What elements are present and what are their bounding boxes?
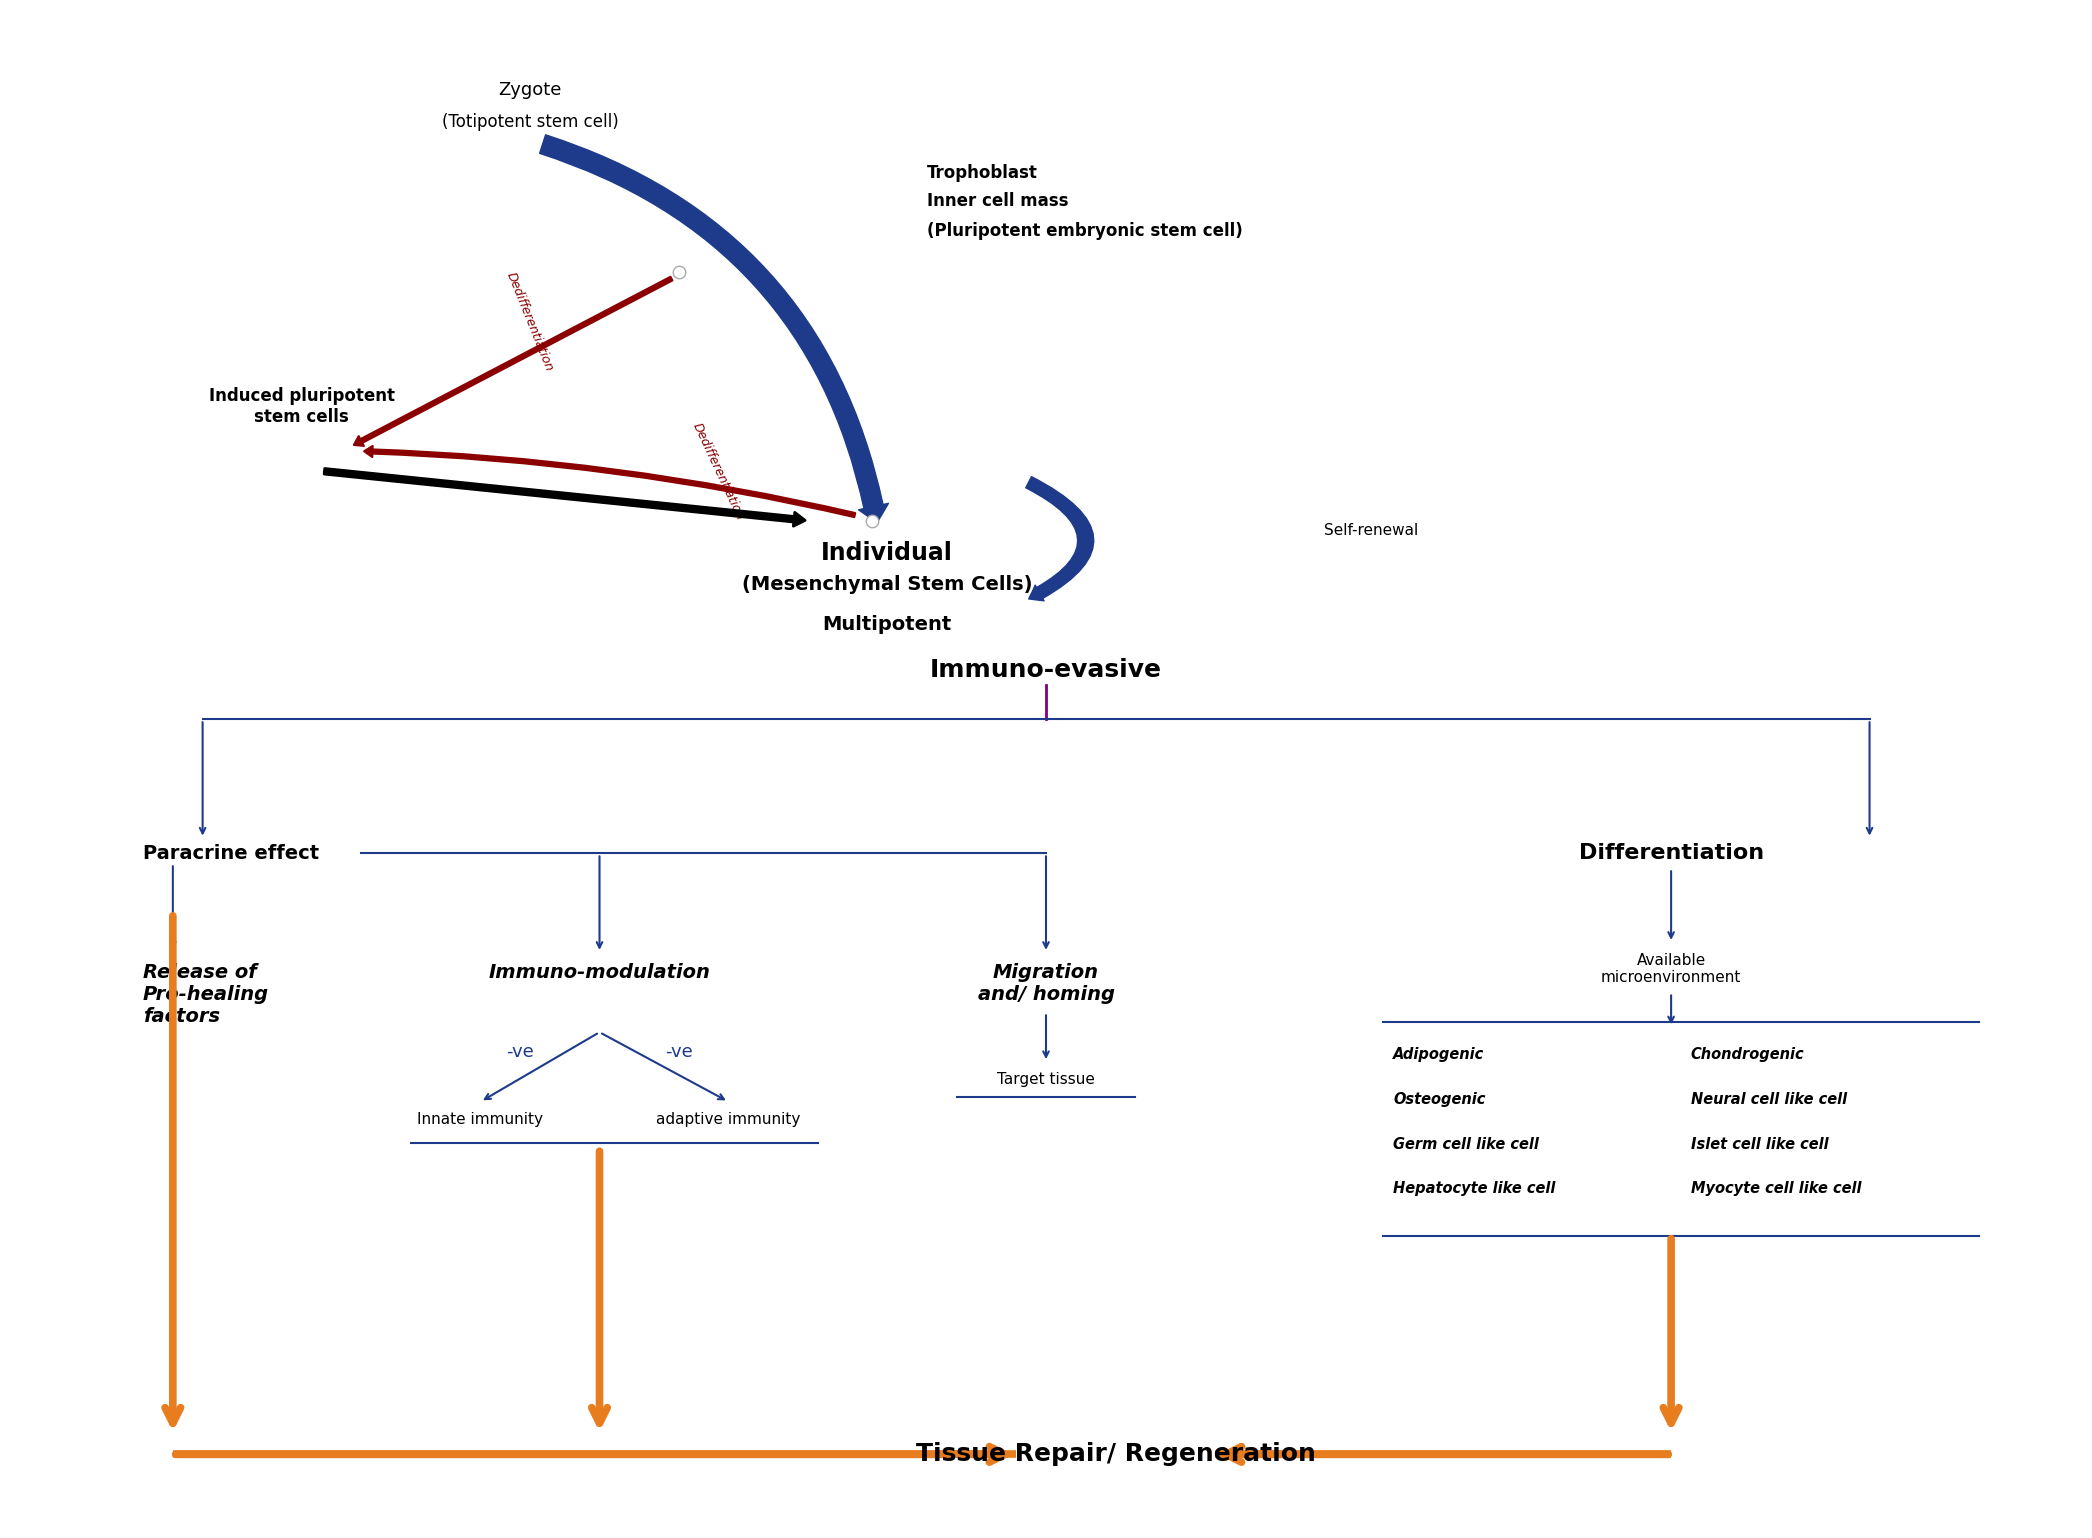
Text: Chondrogenic: Chondrogenic (1690, 1047, 1805, 1063)
Text: Innate immunity: Innate immunity (418, 1112, 544, 1127)
Text: Hepatocyte like cell: Hepatocyte like cell (1393, 1181, 1556, 1197)
Text: (Pluripotent embryonic stem cell): (Pluripotent embryonic stem cell) (927, 221, 1243, 240)
Text: (Totipotent stem cell): (Totipotent stem cell) (441, 114, 619, 131)
FancyArrowPatch shape (1025, 477, 1094, 601)
Text: Release of
Pro-healing
factors: Release of Pro-healing factors (142, 963, 270, 1026)
Text: -ve: -ve (665, 1043, 692, 1061)
Text: Osteogenic: Osteogenic (1393, 1092, 1485, 1107)
FancyArrowPatch shape (540, 135, 889, 523)
Text: Individual: Individual (822, 540, 954, 564)
Text: Inner cell mass: Inner cell mass (927, 192, 1069, 209)
Text: Induced pluripotent
stem cells: Induced pluripotent stem cells (209, 388, 395, 426)
Text: Multipotent: Multipotent (822, 615, 952, 634)
Text: (Mesenchymal Stem Cells): (Mesenchymal Stem Cells) (743, 575, 1033, 594)
Text: Differentiation: Differentiation (1579, 843, 1764, 863)
Text: Dedifferentiation: Dedifferentiation (690, 420, 747, 521)
Text: Paracrine effect: Paracrine effect (142, 844, 320, 863)
Text: Myocyte cell like cell: Myocyte cell like cell (1690, 1181, 1862, 1197)
Text: Migration
and/ homing: Migration and/ homing (977, 963, 1115, 1004)
Text: Neural cell like cell: Neural cell like cell (1690, 1092, 1847, 1107)
Text: Target tissue: Target tissue (998, 1072, 1094, 1087)
FancyArrowPatch shape (364, 446, 856, 517)
Text: Zygote: Zygote (498, 80, 563, 98)
FancyArrowPatch shape (354, 277, 672, 446)
Text: Islet cell like cell: Islet cell like cell (1690, 1137, 1828, 1152)
Text: -ve: -ve (506, 1043, 533, 1061)
Text: adaptive immunity: adaptive immunity (657, 1112, 801, 1127)
Text: Available
microenvironment: Available microenvironment (1600, 952, 1741, 986)
Text: Self-renewal: Self-renewal (1324, 523, 1418, 538)
FancyArrowPatch shape (324, 469, 805, 526)
Text: Tissue Repair/ Regeneration: Tissue Repair/ Regeneration (916, 1443, 1316, 1466)
Text: Germ cell like cell: Germ cell like cell (1393, 1137, 1540, 1152)
Text: Immuno-evasive: Immuno-evasive (931, 658, 1161, 681)
Text: Dedifferentiation: Dedifferentiation (504, 271, 556, 374)
Text: Trophoblast: Trophoblast (927, 165, 1038, 181)
Text: Adipogenic: Adipogenic (1393, 1047, 1485, 1063)
Text: Immuno-modulation: Immuno-modulation (490, 963, 711, 981)
